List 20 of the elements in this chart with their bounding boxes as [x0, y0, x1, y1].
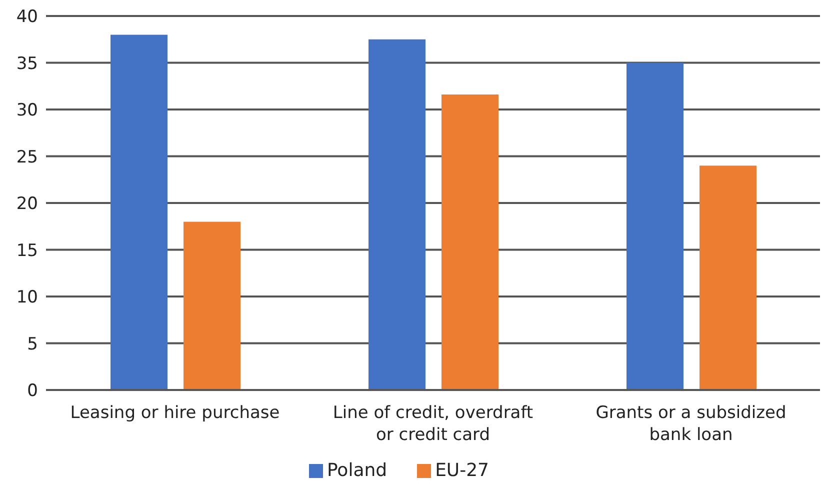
y-tick-label: 30: [16, 100, 38, 121]
bar: [626, 62, 684, 390]
bar: [700, 166, 756, 390]
y-tick-label: 40: [16, 7, 38, 28]
y-tick-label: 20: [16, 194, 38, 214]
x-tick-label: Leasing or hire purchase: [70, 403, 280, 423]
y-tick-label: 25: [16, 147, 38, 168]
bar: [110, 34, 168, 390]
x-tick-label: Line of credit, overdraft or credit card: [332, 403, 534, 445]
y-tick-label: 10: [16, 288, 38, 308]
bar: [368, 39, 426, 390]
y-tick-label: 0: [27, 381, 38, 402]
y-tick-label: 5: [27, 334, 38, 354]
y-tick-label: 15: [16, 240, 38, 261]
legend-label: EU-27: [435, 460, 490, 481]
y-tick-label: 35: [16, 54, 38, 74]
bar: [184, 222, 240, 390]
bar: [442, 94, 498, 390]
x-tick-label: Grants or a subsidized bank loan: [596, 403, 786, 445]
legend-label: Poland: [326, 460, 388, 481]
